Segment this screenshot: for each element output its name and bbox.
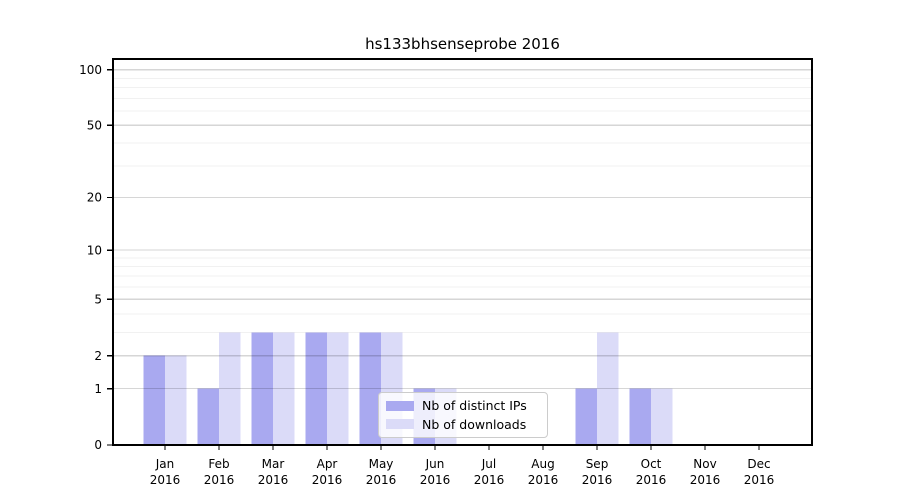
x-tick-label-year: 2016	[744, 473, 775, 487]
y-tick-label: 2	[94, 349, 102, 363]
x-tick-label-year: 2016	[366, 473, 397, 487]
x-tick-label-month: Jan	[155, 457, 175, 471]
bar-downloads-sep	[597, 332, 619, 445]
x-tick-label-month: Apr	[317, 457, 338, 471]
legend: Nb of distinct IPs Nb of downloads	[378, 392, 548, 438]
y-tick-label: 50	[87, 119, 102, 133]
y-tick-label: 0	[94, 438, 102, 452]
x-tick-label-year: 2016	[474, 473, 505, 487]
bar-downloads-apr	[327, 332, 349, 445]
bar-downloads-jan	[165, 355, 187, 445]
bar-distinct-ips-mar	[251, 332, 273, 445]
x-tick-label-month: May	[369, 457, 394, 471]
x-tick-label-month: Dec	[747, 457, 770, 471]
bar-distinct-ips-jan	[143, 355, 165, 445]
bar-downloads-mar	[273, 332, 295, 445]
legend-item: Nb of distinct IPs	[386, 398, 540, 413]
x-tick-label-month: Aug	[531, 457, 554, 471]
legend-label: Nb of downloads	[422, 416, 527, 432]
x-tick-label-month: Feb	[208, 457, 229, 471]
bar-distinct-ips-apr	[305, 332, 327, 445]
bar-downloads-feb	[219, 332, 241, 445]
bar-distinct-ips-may	[359, 332, 381, 445]
x-tick-label-year: 2016	[636, 473, 667, 487]
bar-distinct-ips-sep	[575, 388, 597, 445]
x-tick-label-month: Mar	[262, 457, 285, 471]
bar-distinct-ips-oct	[629, 388, 651, 445]
legend-label: Nb of distinct IPs	[422, 398, 527, 414]
x-tick-label-month: Jul	[481, 457, 496, 471]
x-tick-label-month: Oct	[641, 457, 662, 471]
bar-distinct-ips-feb	[197, 388, 219, 445]
x-tick-label-year: 2016	[690, 473, 721, 487]
x-tick-label-month: Nov	[693, 457, 716, 471]
y-tick-label: 10	[87, 243, 102, 257]
y-tick-label: 1	[94, 382, 102, 396]
chart-title: hs133bhsenseprobe 2016	[365, 35, 560, 53]
x-tick-label-month: Sep	[586, 457, 609, 471]
legend-item: Nb of downloads	[386, 417, 540, 432]
x-tick-label-year: 2016	[420, 473, 451, 487]
x-tick-label-year: 2016	[150, 473, 181, 487]
y-tick-label: 5	[94, 293, 102, 307]
y-tick-label: 100	[79, 63, 102, 77]
axes-spines	[112, 58, 813, 446]
x-tick-label-year: 2016	[528, 473, 559, 487]
x-tick-label-year: 2016	[258, 473, 289, 487]
x-tick-label-year: 2016	[204, 473, 235, 487]
x-tick-label-month: Jun	[425, 457, 445, 471]
legend-swatch-icon	[386, 419, 414, 430]
y-tick-label: 20	[87, 191, 102, 205]
x-tick-label-year: 2016	[312, 473, 343, 487]
legend-swatch-icon	[386, 400, 414, 411]
x-tick-label-year: 2016	[582, 473, 613, 487]
bar-downloads-oct	[651, 388, 673, 445]
